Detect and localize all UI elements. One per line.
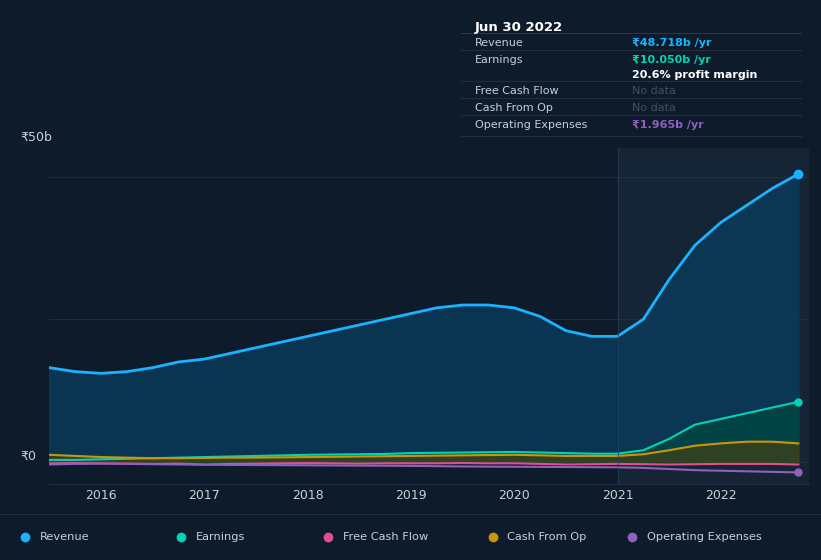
Text: ₹10.050b /yr: ₹10.050b /yr — [632, 55, 711, 66]
Text: Earnings: Earnings — [195, 533, 245, 542]
Bar — [617, 148, 821, 484]
Text: No data: No data — [632, 103, 676, 113]
Text: Operating Expenses: Operating Expenses — [647, 533, 762, 542]
Text: Free Cash Flow: Free Cash Flow — [343, 533, 429, 542]
Text: No data: No data — [632, 86, 676, 96]
Text: Operating Expenses: Operating Expenses — [475, 120, 587, 130]
Text: Cash From Op: Cash From Op — [507, 533, 587, 542]
Text: ₹0: ₹0 — [21, 450, 36, 463]
Text: Cash From Op: Cash From Op — [475, 103, 553, 113]
Text: ₹1.965b /yr: ₹1.965b /yr — [632, 120, 704, 130]
Text: ₹50b: ₹50b — [21, 130, 53, 144]
Text: Jun 30 2022: Jun 30 2022 — [475, 21, 563, 34]
Text: ₹48.718b /yr: ₹48.718b /yr — [632, 38, 711, 48]
Text: Revenue: Revenue — [475, 38, 524, 48]
Text: Earnings: Earnings — [475, 55, 524, 66]
Text: Free Cash Flow: Free Cash Flow — [475, 86, 558, 96]
Text: 20.6% profit margin: 20.6% profit margin — [632, 70, 757, 80]
Text: Revenue: Revenue — [39, 533, 89, 542]
